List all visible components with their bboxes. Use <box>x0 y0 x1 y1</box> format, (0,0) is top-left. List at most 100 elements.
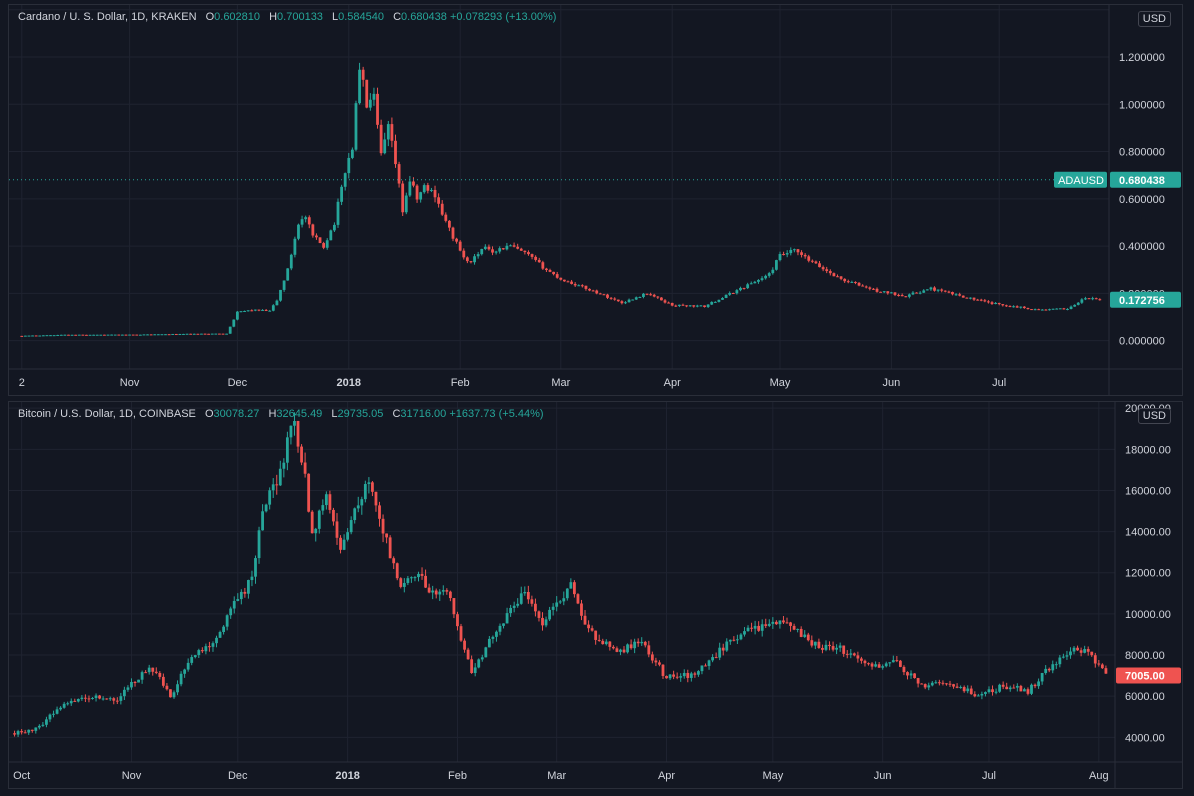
ada-candle <box>724 294 728 298</box>
btc-time-axis[interactable]: Oct Nov Dec 2018 Feb Mar Apr May Jun Jul Aug <box>13 770 1109 782</box>
btc-chart-svg[interactable]: 4000.00 6000.00 8000.00 10000.00 12000.00 140… <box>9 402 1182 788</box>
btc-candle <box>962 687 966 692</box>
ada-candle <box>322 243 326 248</box>
ada-candle <box>386 124 390 140</box>
btc-candle <box>930 682 934 686</box>
btc-candle <box>23 732 27 734</box>
btc-candle <box>1104 668 1108 674</box>
ada-candle <box>189 333 193 335</box>
btc-candle <box>1047 668 1051 671</box>
btc-candle <box>477 659 481 668</box>
btc-candle <box>66 703 70 705</box>
ada-candle <box>925 289 929 291</box>
btc-candle <box>1058 657 1062 665</box>
ada-candle <box>257 309 261 311</box>
ada-candle <box>167 334 171 336</box>
ada-legend-o-label: O <box>205 11 215 23</box>
ada-candle <box>117 334 121 336</box>
ada-candle <box>854 281 857 283</box>
btc-candle <box>856 655 860 659</box>
btc-candle <box>562 598 566 602</box>
btc-candle <box>126 687 130 690</box>
ada-candle <box>394 140 397 165</box>
ada-candle <box>969 297 972 299</box>
ada-candle <box>527 252 530 255</box>
btc-candle <box>275 484 279 486</box>
ada-candle <box>38 335 42 337</box>
ada-candle <box>31 335 34 337</box>
btc-candle <box>27 729 31 733</box>
ada-candle <box>1062 308 1066 310</box>
btc-candle <box>140 672 144 680</box>
btc-candle <box>502 623 505 626</box>
btc-candle <box>994 691 998 693</box>
ada-currency-badge[interactable]: USD <box>1137 11 1171 27</box>
btc-candle <box>169 689 172 698</box>
btc-candle <box>852 653 856 656</box>
btc-candle <box>955 686 959 688</box>
btc-candle <box>1065 655 1069 657</box>
btc-price-tick-label: 4000.00 <box>1125 732 1165 744</box>
btc-candle <box>948 683 952 685</box>
btc-candle <box>792 625 796 630</box>
ada-candle <box>713 301 717 303</box>
btc-candle <box>898 660 902 667</box>
btc-candle <box>675 676 679 678</box>
ada-candle <box>541 262 545 269</box>
btc-time-tick-label: Dec <box>228 770 248 782</box>
ada-symbol-tag-label: ADAUSD <box>1058 175 1104 187</box>
btc-candle <box>498 625 502 632</box>
btc-candle <box>541 617 544 626</box>
ada-candle <box>580 285 584 287</box>
ada-candle <box>864 286 868 288</box>
ada-chart-svg[interactable]: 0.0000000.2000000.4000000.6000000.800000… <box>9 5 1182 395</box>
btc-currency-badge[interactable]: USD <box>1137 408 1171 424</box>
ada-candle <box>652 294 656 297</box>
ada-candle <box>699 305 703 307</box>
ada-time-axis[interactable]: 2 Nov Dec 2018 Feb Mar Apr May Jun Jul <box>19 377 1007 389</box>
btc-price-axis[interactable]: 4000.00 6000.00 8000.00 10000.00 12000.00 140… <box>1125 403 1171 744</box>
btc-candle <box>410 577 413 579</box>
btc-candle <box>594 630 598 640</box>
ada-candle <box>487 246 491 250</box>
ada-candle <box>548 270 552 272</box>
ada-candle <box>307 217 311 225</box>
ada-candle <box>221 333 225 335</box>
btc-candle <box>1054 664 1058 666</box>
btc-candle <box>1044 668 1048 674</box>
btc-legend-open: 30078.27 <box>213 408 260 420</box>
ada-candle <box>764 275 768 279</box>
btc-candle <box>785 622 789 624</box>
ada-candle <box>135 334 139 336</box>
btc-candle <box>516 603 520 606</box>
btc-candle <box>672 674 676 677</box>
btc-candle <box>55 709 59 714</box>
ada-candle <box>523 250 527 253</box>
btc-candle <box>200 650 204 652</box>
ada-candle <box>1069 306 1073 309</box>
btc-candle <box>239 591 243 600</box>
ada-candle <box>990 302 994 304</box>
btc-candle <box>849 653 853 655</box>
btc-candle <box>158 672 162 677</box>
ada-candle <box>494 251 498 253</box>
ada-candle <box>760 278 764 280</box>
ada-candle <box>232 319 236 327</box>
ada-candle <box>128 334 131 336</box>
ada-candle <box>706 304 710 307</box>
ada-candle <box>897 294 900 296</box>
btc-candle <box>1033 684 1037 687</box>
ada-candle <box>153 334 157 336</box>
btc-chart-pane[interactable]: 4000.00 6000.00 8000.00 10000.00 12000.00 140… <box>8 401 1183 789</box>
ada-chart-pane[interactable]: 0.0000000.2000000.4000000.6000000.800000… <box>8 4 1183 396</box>
btc-candle <box>952 684 955 687</box>
ada-candle <box>70 334 74 336</box>
btc-candle <box>151 667 155 672</box>
ada-candle <box>444 214 448 221</box>
ada-time-tick-label: Dec <box>228 377 248 389</box>
ada-candle <box>458 241 462 251</box>
btc-price-tick-label: 14000.00 <box>1125 527 1171 539</box>
btc-candle <box>225 615 229 627</box>
btc-candle <box>998 684 1002 692</box>
btc-candle <box>920 683 924 685</box>
